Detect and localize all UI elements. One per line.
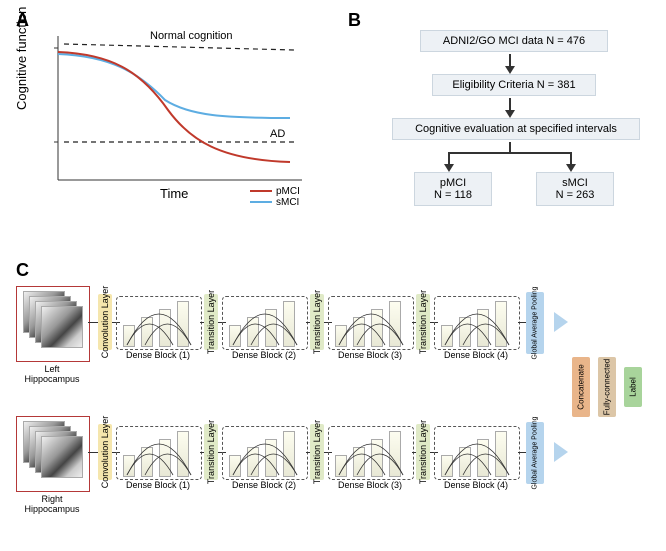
fc-stage: Fully-connected xyxy=(598,357,616,417)
smci-curve xyxy=(58,54,290,118)
dense-block xyxy=(222,426,308,480)
transition-layer: Transition Layer xyxy=(204,424,218,480)
dense-block xyxy=(328,426,414,480)
dense-block xyxy=(116,426,202,480)
legend: pMCI sMCI xyxy=(250,186,300,208)
mri-slice xyxy=(41,306,83,348)
architecture-c: Left Hippocampus Convolution Layer Dense B… xyxy=(16,282,656,542)
dense-block-caption: Dense Block (3) xyxy=(328,350,412,360)
flow-leaf-0: pMCI N = 118 xyxy=(414,172,492,206)
flow-leaf-1: sMCI N = 263 xyxy=(536,172,614,206)
merge-arrow-icon xyxy=(554,442,568,462)
dense-block-caption: Dense Block (2) xyxy=(222,350,306,360)
label-stage: Label xyxy=(624,367,642,407)
flow-step-2: Cognitive evaluation at specified interv… xyxy=(392,118,640,140)
legend-smci: sMCI xyxy=(250,197,300,208)
transition-layer: Transition Layer xyxy=(204,294,218,350)
concat-stage: Concatenate xyxy=(572,357,590,417)
transition-layer: Transition Layer xyxy=(310,424,324,480)
dense-block xyxy=(222,296,308,350)
global-average-pooling: Global Average Pooling xyxy=(526,292,544,354)
dense-block xyxy=(434,426,520,480)
panel-b-label: B xyxy=(348,10,361,31)
convolution-layer: Convolution Layer xyxy=(98,294,112,350)
pmci-curve xyxy=(58,52,290,162)
normal-cognition-label: Normal cognition xyxy=(150,30,233,42)
dense-block-caption: Dense Block (1) xyxy=(116,350,200,360)
transition-layer: Transition Layer xyxy=(416,294,430,350)
hippocampus-caption: Left Hippocampus xyxy=(16,364,88,384)
dense-block-caption: Dense Block (4) xyxy=(434,350,518,360)
dense-block-caption: Dense Block (3) xyxy=(328,480,412,490)
flow-step-0: ADNI2/GO MCI data N = 476 xyxy=(420,30,608,52)
ad-label: AD xyxy=(270,128,285,140)
dense-block-caption: Dense Block (1) xyxy=(116,480,200,490)
hippocampus-caption: Right Hippocampus xyxy=(16,494,88,514)
merge-arrow-icon xyxy=(554,312,568,332)
dense-block-caption: Dense Block (4) xyxy=(434,480,518,490)
hippocampus-input xyxy=(16,416,90,492)
chart-a-svg xyxy=(50,30,310,200)
dense-block xyxy=(116,296,202,350)
transition-layer: Transition Layer xyxy=(310,294,324,350)
panel-c-label: C xyxy=(16,260,29,281)
legend-pmci: pMCI xyxy=(250,186,300,197)
global-average-pooling: Global Average Pooling xyxy=(526,422,544,484)
dense-block xyxy=(434,296,520,350)
dense-block xyxy=(328,296,414,350)
mri-slice xyxy=(41,436,83,478)
normal-line xyxy=(64,44,294,50)
ylabel: Cognitive function xyxy=(14,7,29,110)
dense-block-caption: Dense Block (2) xyxy=(222,480,306,490)
hippocampus-input xyxy=(16,286,90,362)
chart-a: Cognitive function Time Normal cognition… xyxy=(50,30,310,200)
transition-layer: Transition Layer xyxy=(416,424,430,480)
convolution-layer: Convolution Layer xyxy=(98,424,112,480)
flow-step-1: Eligibility Criteria N = 381 xyxy=(432,74,596,96)
